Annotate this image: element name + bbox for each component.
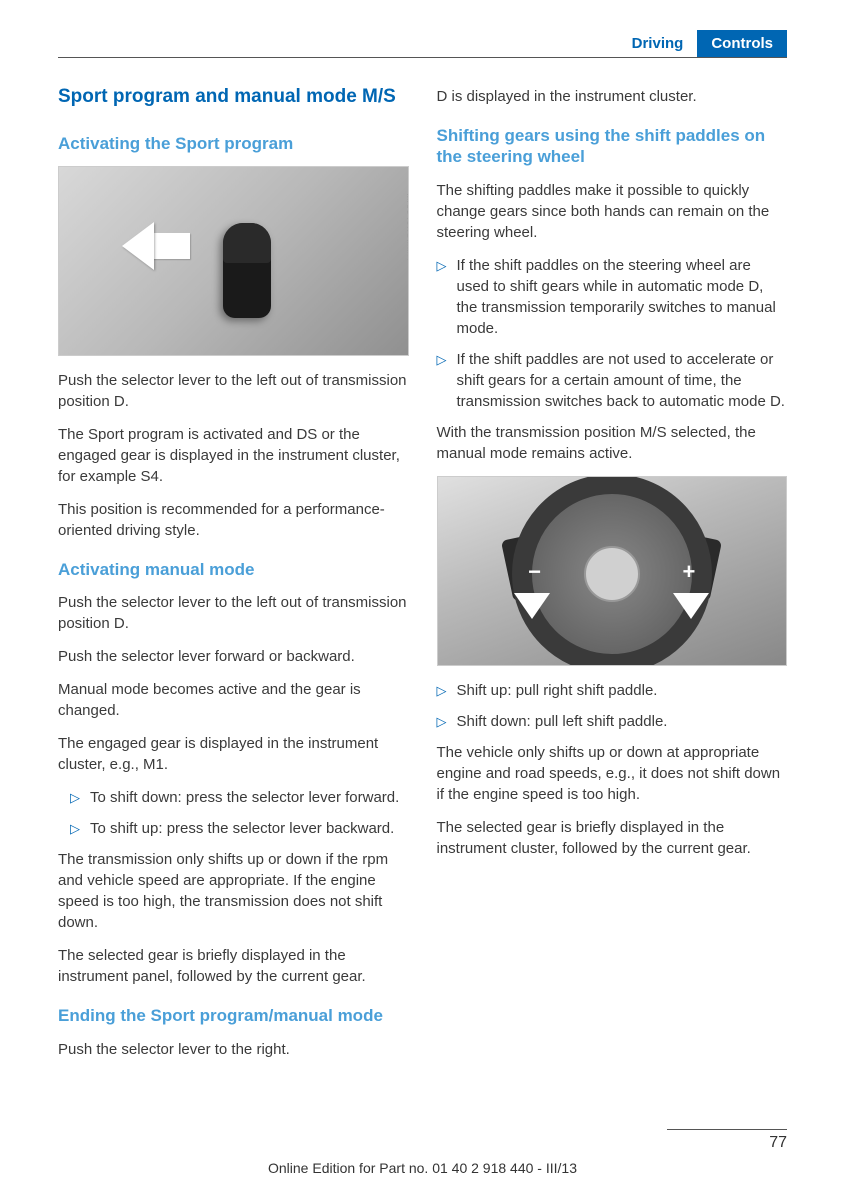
body-text: The vehicle only shifts up or down at ap… <box>437 742 788 805</box>
subheading-activating-sport: Activating the Sport program <box>58 133 409 154</box>
figure-steering-wheel: − + M/1047GCMMA <box>437 476 788 666</box>
body-text: With the transmission position M/S selec… <box>437 422 788 464</box>
body-text: The engaged gear is displayed in the ins… <box>58 733 409 775</box>
body-text: This position is recommended for a perfo… <box>58 499 409 541</box>
triangle-bullet-icon: ▷ <box>437 682 447 701</box>
list-item-text: Shift down: pull left shift paddle. <box>457 711 788 732</box>
page-footer: 77 Online Edition for Part no. 01 40 2 9… <box>58 1129 787 1176</box>
body-text: Push the selector lever to the left out … <box>58 592 409 634</box>
figure-selector-lever: M/0540KCMMA <box>58 166 409 356</box>
list-item: ▷ To shift up: press the selector lever … <box>58 818 409 839</box>
content-columns: Sport program and manual mode M/S Activa… <box>58 86 787 1072</box>
page-number: 77 <box>58 1134 787 1152</box>
edition-line: Online Edition for Part no. 01 40 2 918 … <box>58 1160 787 1176</box>
list-item: ▷ If the shift paddles are not used to a… <box>437 349 788 412</box>
figure-ref-code: M/1047GCMMA <box>784 502 788 570</box>
list-item-text: Shift up: pull right shift paddle. <box>457 680 788 701</box>
gear-shifter-graphic <box>223 223 271 318</box>
body-text: Manual mode becomes active and the gear … <box>58 679 409 721</box>
body-text: Push the selector lever forward or backw… <box>58 646 409 667</box>
right-column: D is displayed in the instrument cluster… <box>437 86 788 1072</box>
header-section: Driving <box>618 30 698 57</box>
manual-page: Driving Controls Sport program and manua… <box>0 0 845 1200</box>
footer-rule <box>667 1129 787 1130</box>
list-item: ▷ To shift down: press the selector leve… <box>58 787 409 808</box>
triangle-bullet-icon: ▷ <box>70 789 80 808</box>
header-chapter: Controls <box>697 30 787 57</box>
page-header: Driving Controls <box>58 30 787 58</box>
body-text: The transmission only shifts up or down … <box>58 849 409 933</box>
body-text: Push the selector lever to the right. <box>58 1039 409 1060</box>
list-item-text: To shift down: press the selector lever … <box>90 787 409 808</box>
list-item: ▷ If the shift paddles on the steering w… <box>437 255 788 339</box>
list-item-text: To shift up: press the selector lever ba… <box>90 818 409 839</box>
subheading-ending-sport: Ending the Sport program/manual mode <box>58 1005 409 1026</box>
body-text: The selected gear is briefly displayed i… <box>437 817 788 859</box>
arrow-left-icon <box>122 222 190 270</box>
list-item-text: If the shift paddles are not used to acc… <box>457 349 788 412</box>
triangle-bullet-icon: ▷ <box>437 351 447 412</box>
figure-ref-code: M/0540KCMMA <box>405 194 409 261</box>
left-column: Sport program and manual mode M/S Activa… <box>58 86 409 1072</box>
arrow-down-icon <box>514 593 550 619</box>
triangle-bullet-icon: ▷ <box>437 257 447 339</box>
subheading-activating-manual: Activating manual mode <box>58 559 409 580</box>
list-item: ▷ Shift up: pull right shift paddle. <box>437 680 788 701</box>
body-text: Push the selector lever to the left out … <box>58 370 409 412</box>
body-text: The Sport program is activated and DS or… <box>58 424 409 487</box>
minus-icon: − <box>528 559 541 585</box>
body-text: The shifting paddles make it possible to… <box>437 180 788 243</box>
list-item-text: If the shift paddles on the steering whe… <box>457 255 788 339</box>
plus-icon: + <box>683 559 696 585</box>
arrow-down-icon <box>673 593 709 619</box>
triangle-bullet-icon: ▷ <box>70 820 80 839</box>
triangle-bullet-icon: ▷ <box>437 713 447 732</box>
subheading-shift-paddles: Shifting gears using the shift paddles o… <box>437 125 788 168</box>
body-text: D is displayed in the instrument cluster… <box>437 86 788 107</box>
main-heading: Sport program and manual mode M/S <box>58 86 409 109</box>
body-text: The selected gear is briefly displayed i… <box>58 945 409 987</box>
list-item: ▷ Shift down: pull left shift paddle. <box>437 711 788 732</box>
